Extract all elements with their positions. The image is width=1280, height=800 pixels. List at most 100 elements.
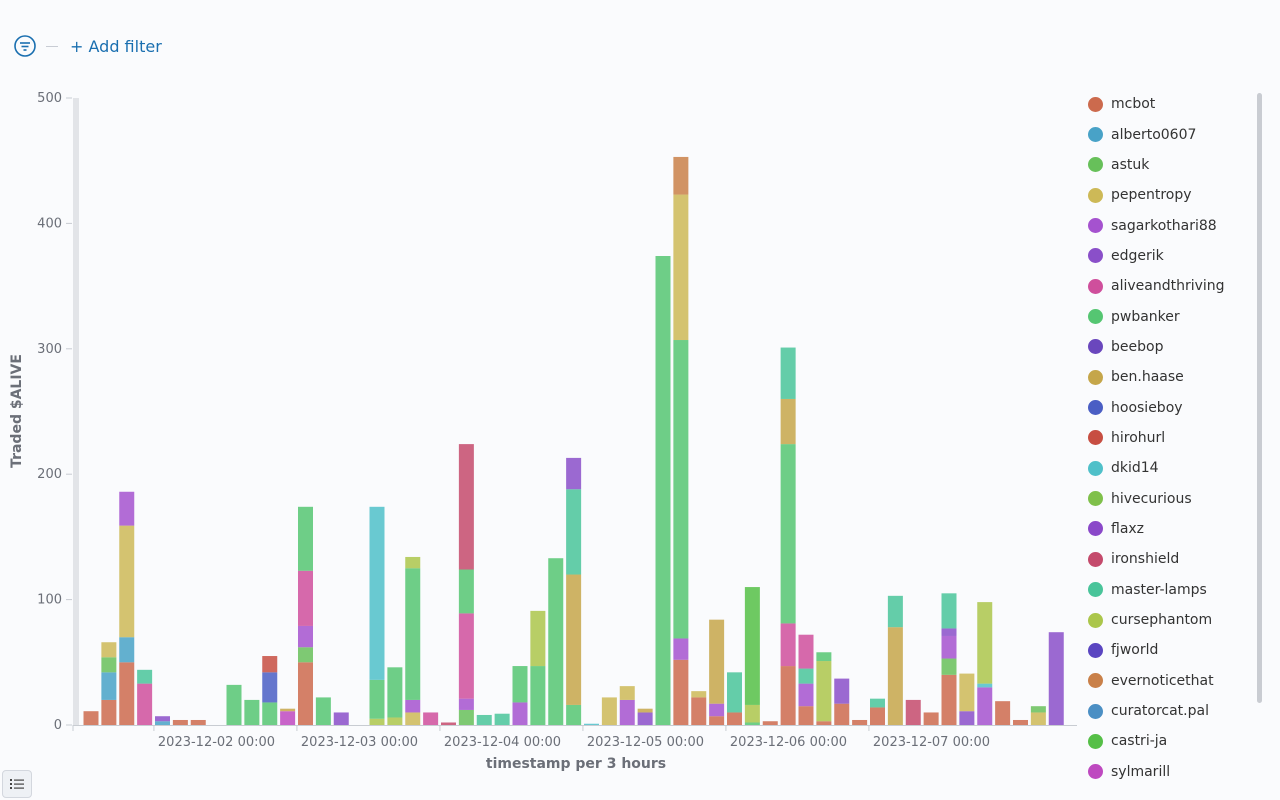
bar-segment-astuk[interactable] bbox=[1030, 706, 1046, 713]
bar-segment-pepentropy[interactable] bbox=[119, 525, 135, 638]
bar-segment-aliveandthriving[interactable] bbox=[298, 570, 313, 626]
bar-segment-castri-ja[interactable] bbox=[744, 587, 760, 705]
legend-toggle-button[interactable] bbox=[2, 770, 32, 798]
bar-segment-sagarkothari88[interactable] bbox=[119, 491, 135, 526]
bar-segment-aliveandthriving[interactable] bbox=[798, 634, 814, 669]
bar-segment-mcbot[interactable] bbox=[172, 719, 188, 725]
bar-segment-mcbot[interactable] bbox=[995, 701, 1011, 725]
bar-segment-alberto0607[interactable] bbox=[119, 637, 135, 663]
bar-segment-master-lamps[interactable] bbox=[870, 698, 885, 708]
bar-segment-sagarkothari88[interactable] bbox=[673, 638, 689, 660]
legend-item-castri-ja[interactable]: castri-ja bbox=[1088, 726, 1258, 756]
filter-icon[interactable] bbox=[14, 35, 36, 57]
bar-segment-edgerik[interactable] bbox=[637, 712, 653, 725]
legend-item-ironshield[interactable]: ironshield bbox=[1088, 544, 1258, 574]
bar-segment-mcbot[interactable] bbox=[870, 707, 885, 725]
bar-segment-master-lamps[interactable] bbox=[566, 489, 582, 575]
bar-segment-sylmarill[interactable] bbox=[280, 711, 296, 725]
bar-segment-alberto0607[interactable] bbox=[155, 721, 170, 725]
bar-segment-ironshield[interactable] bbox=[905, 699, 921, 725]
bar-segment-sagarkothari88[interactable] bbox=[977, 687, 993, 725]
bar-segment-mcbot[interactable] bbox=[941, 674, 957, 725]
bar-segment-pwbanker[interactable] bbox=[405, 568, 421, 700]
legend-item-hivecurious[interactable]: hivecurious bbox=[1088, 483, 1258, 513]
bar-segment-edgerik[interactable] bbox=[1048, 632, 1064, 725]
bar-segment-edgerik[interactable] bbox=[155, 716, 170, 722]
bar-segment-alberto0607[interactable] bbox=[101, 672, 117, 700]
bar-segment-master-lamps[interactable] bbox=[798, 668, 814, 684]
bar-segment-aliveandthriving[interactable] bbox=[780, 623, 796, 667]
legend-item-fjworld[interactable]: fjworld bbox=[1088, 635, 1258, 665]
bar-segment-pwbanker[interactable] bbox=[744, 722, 760, 725]
bar-segment-ben.haase[interactable] bbox=[280, 708, 296, 712]
legend-item-curatorcat.pal[interactable]: curatorcat.pal bbox=[1088, 696, 1258, 726]
bar-segment-astuk[interactable] bbox=[101, 657, 117, 673]
bar-segment-master-lamps[interactable] bbox=[476, 714, 492, 725]
bar-segment-pwbanker[interactable] bbox=[655, 256, 671, 725]
bar-segment-pwbanker[interactable] bbox=[530, 666, 546, 725]
bar-segment-master-lamps[interactable] bbox=[494, 713, 510, 725]
bar-segment-master-lamps[interactable] bbox=[727, 672, 742, 713]
bar-segment-mcbot[interactable] bbox=[727, 712, 742, 725]
legend-item-flaxz[interactable]: flaxz bbox=[1088, 514, 1258, 544]
legend-item-cursephantom[interactable]: cursephantom bbox=[1088, 605, 1258, 635]
bar-segment-ben.haase[interactable] bbox=[566, 574, 582, 705]
bar-segment-cursephantom[interactable] bbox=[977, 602, 993, 684]
bar-segment-pwbanker[interactable] bbox=[298, 506, 313, 571]
bar-segment-cursephantom[interactable] bbox=[530, 610, 546, 667]
bar-segment-astuk[interactable] bbox=[458, 709, 474, 725]
bar-segment-mcbot[interactable] bbox=[834, 703, 850, 725]
bar-segment-edgerik[interactable] bbox=[941, 628, 957, 636]
legend-item-ben.haase[interactable]: ben.haase bbox=[1088, 362, 1258, 392]
legend-item-astuk[interactable]: astuk bbox=[1088, 150, 1258, 180]
bar-segment-pwbanker[interactable] bbox=[244, 699, 260, 725]
bar-segment-ironshield[interactable] bbox=[441, 722, 456, 725]
bar-segment-cursephantom[interactable] bbox=[744, 704, 760, 723]
bar-segment-mcbot[interactable] bbox=[83, 711, 99, 725]
legend-item-aliveandthriving[interactable]: aliveandthriving bbox=[1088, 271, 1258, 301]
bar-segment-pwbanker[interactable] bbox=[387, 667, 403, 718]
bar-segment-pepentropy[interactable] bbox=[959, 673, 975, 712]
bar-segment-master-lamps[interactable] bbox=[137, 669, 153, 684]
bar-segment-mcbot[interactable] bbox=[709, 716, 725, 725]
bar-segment-pepentropy[interactable] bbox=[673, 194, 689, 341]
bar-segment-mcbot[interactable] bbox=[691, 697, 707, 725]
bar-segment-dkid14[interactable] bbox=[977, 683, 993, 688]
bar-segment-pepentropy[interactable] bbox=[691, 691, 707, 698]
bar-segment-ironshield[interactable] bbox=[458, 444, 474, 570]
bar-segment-mcbot[interactable] bbox=[119, 662, 135, 725]
bar-segment-pepentropy[interactable] bbox=[101, 642, 117, 658]
bar-segment-mcbot[interactable] bbox=[101, 699, 117, 725]
bar-segment-edgerik[interactable] bbox=[959, 711, 975, 725]
bar-segment-edgerik[interactable] bbox=[834, 678, 850, 704]
bar-segment-pepentropy[interactable] bbox=[601, 697, 617, 725]
bar-segment-pwbanker[interactable] bbox=[673, 340, 689, 639]
legend-item-edgerik[interactable]: edgerik bbox=[1088, 241, 1258, 271]
bar-segment-dkid14[interactable] bbox=[369, 506, 385, 680]
bar-segment-pwbanker[interactable] bbox=[816, 652, 832, 662]
legend-item-dkid14[interactable]: dkid14 bbox=[1088, 453, 1258, 483]
bar-segment-mcbot[interactable] bbox=[798, 706, 814, 725]
bar-segment-ben.haase[interactable] bbox=[709, 619, 725, 704]
bar-segment-sagarkothari88[interactable] bbox=[298, 625, 313, 648]
bar-segment-master-lamps[interactable] bbox=[887, 595, 903, 628]
bar-segment-sagarkothari88[interactable] bbox=[458, 698, 474, 710]
legend-item-hirohurl[interactable]: hirohurl bbox=[1088, 423, 1258, 453]
bar-segment-sagarkothari88[interactable] bbox=[619, 699, 635, 725]
bar-segment-mcbot[interactable] bbox=[923, 712, 939, 725]
bar-segment-astuk[interactable] bbox=[298, 647, 313, 663]
legend-item-hoosieboy[interactable]: hoosieboy bbox=[1088, 392, 1258, 422]
bar-segment-mcbot[interactable] bbox=[762, 721, 778, 725]
bar-segment-mcbot[interactable] bbox=[673, 659, 689, 725]
bar-segment-pwbanker[interactable] bbox=[780, 444, 796, 624]
bar-segment-mcbot[interactable] bbox=[816, 721, 832, 725]
bar-segment-pwbanker[interactable] bbox=[548, 558, 564, 725]
bar-segment-sagarkothari88[interactable] bbox=[405, 699, 421, 713]
bar-segment-mcbot[interactable] bbox=[852, 719, 868, 725]
bar-segment-sagarkothari88[interactable] bbox=[798, 683, 814, 707]
legend-item-sylmarill[interactable]: sylmarill bbox=[1088, 757, 1258, 787]
bar-segment-mcbot[interactable] bbox=[190, 719, 206, 725]
legend-item-sagarkothari88[interactable]: sagarkothari88 bbox=[1088, 210, 1258, 240]
legend-item-master-lamps[interactable]: master-lamps bbox=[1088, 575, 1258, 605]
bar-segment-cursephantom[interactable] bbox=[816, 661, 832, 722]
